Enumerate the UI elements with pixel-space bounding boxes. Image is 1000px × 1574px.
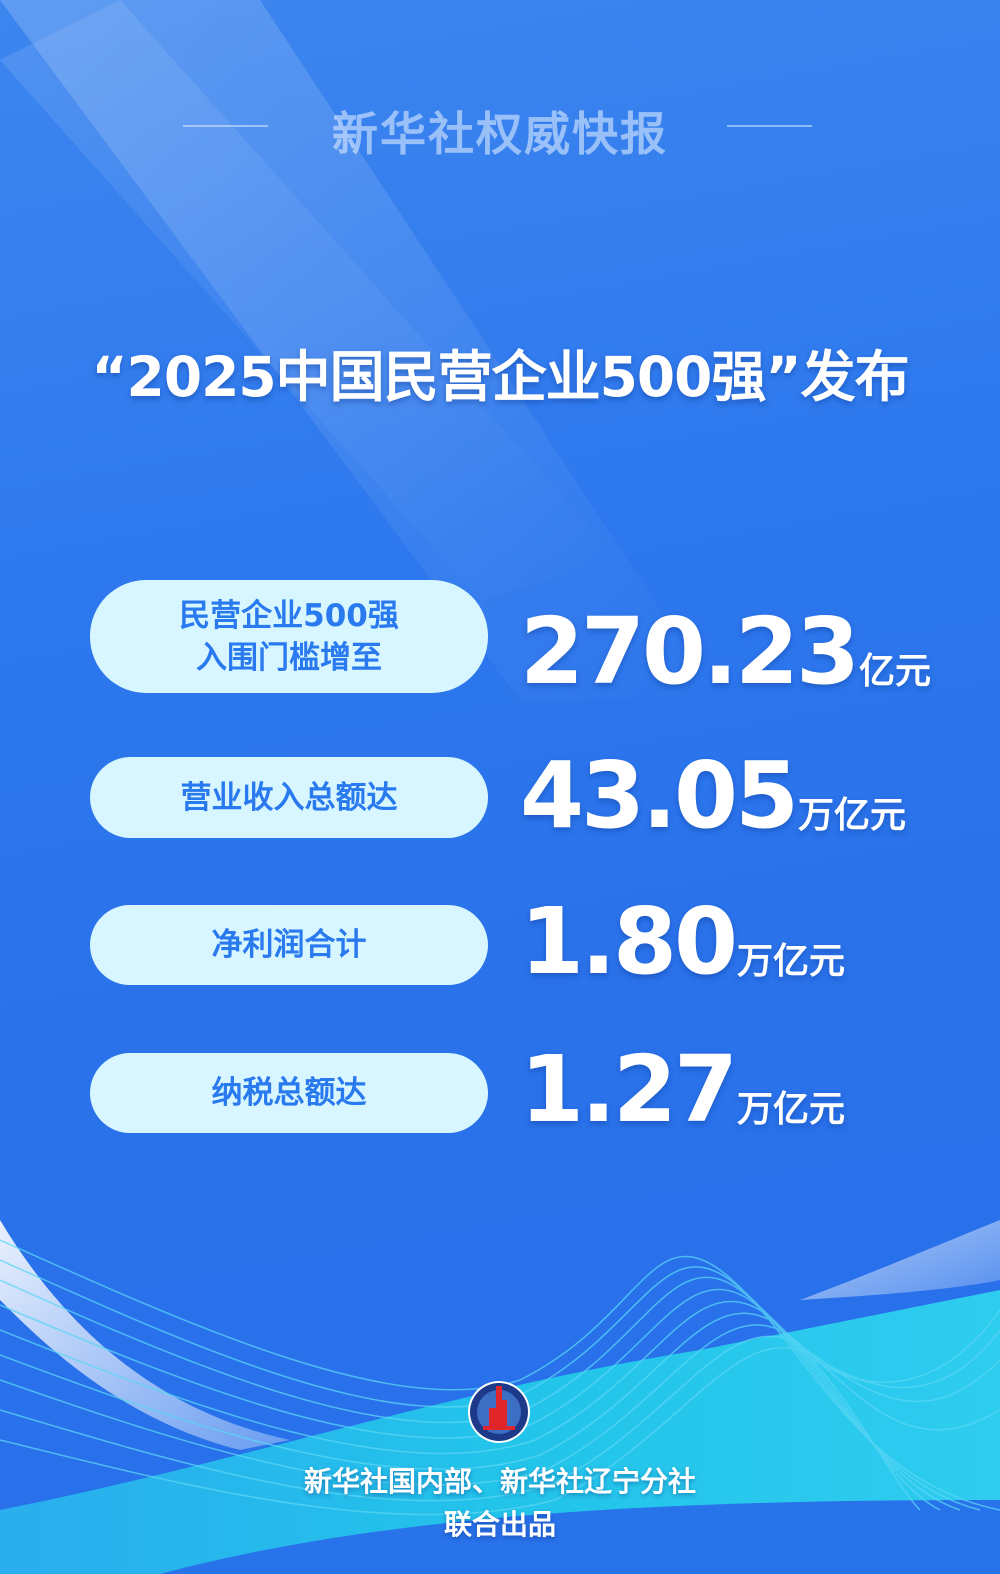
footer-joint-production: 联合出品 [443,1508,556,1541]
stat-label-line2: 入围门槛增至 [196,639,382,676]
stat-unit: 亿元 [859,651,932,692]
stat-label-threshold: 民营企业500强 入围门槛增至 [90,580,488,693]
stat-value-threshold: 270.23亿元 [520,598,931,705]
stat-unit: 万亿元 [737,1089,846,1130]
stat-number: 270.23 [520,598,860,705]
stat-label-tax: 纳税总额达 [90,1053,488,1133]
stat-unit: 万亿元 [737,941,846,982]
stat-value-tax: 1.27万亿元 [520,1036,845,1143]
page-title: “2025中国民营企业500强”发布 [91,345,909,409]
stat-label-line1: 民营企业500强 [179,597,399,634]
stat-unit: 万亿元 [798,795,907,836]
stat-value-revenue: 43.05万亿元 [520,742,906,849]
stat-label-text: 营业收入总额达 [180,779,398,816]
stat-label-text: 纳税总额达 [211,1075,367,1111]
kicker-line-left [183,125,268,127]
stat-label-text: 净利润合计 [211,927,367,963]
xinhua-logo [468,1381,530,1443]
kicker-line-right [727,125,812,127]
kicker-heading: 新华社权威快报 [332,107,668,161]
stat-label-profit: 净利润合计 [90,905,488,985]
footer-credits: 新华社国内部、新华社辽宁分社 [303,1465,696,1498]
stat-number: 43.05 [520,742,799,849]
stat-number: 1.27 [520,1036,738,1143]
stat-number: 1.80 [520,888,738,995]
stat-label-revenue: 营业收入总额达 [90,757,488,838]
stat-value-profit: 1.80万亿元 [520,888,845,995]
